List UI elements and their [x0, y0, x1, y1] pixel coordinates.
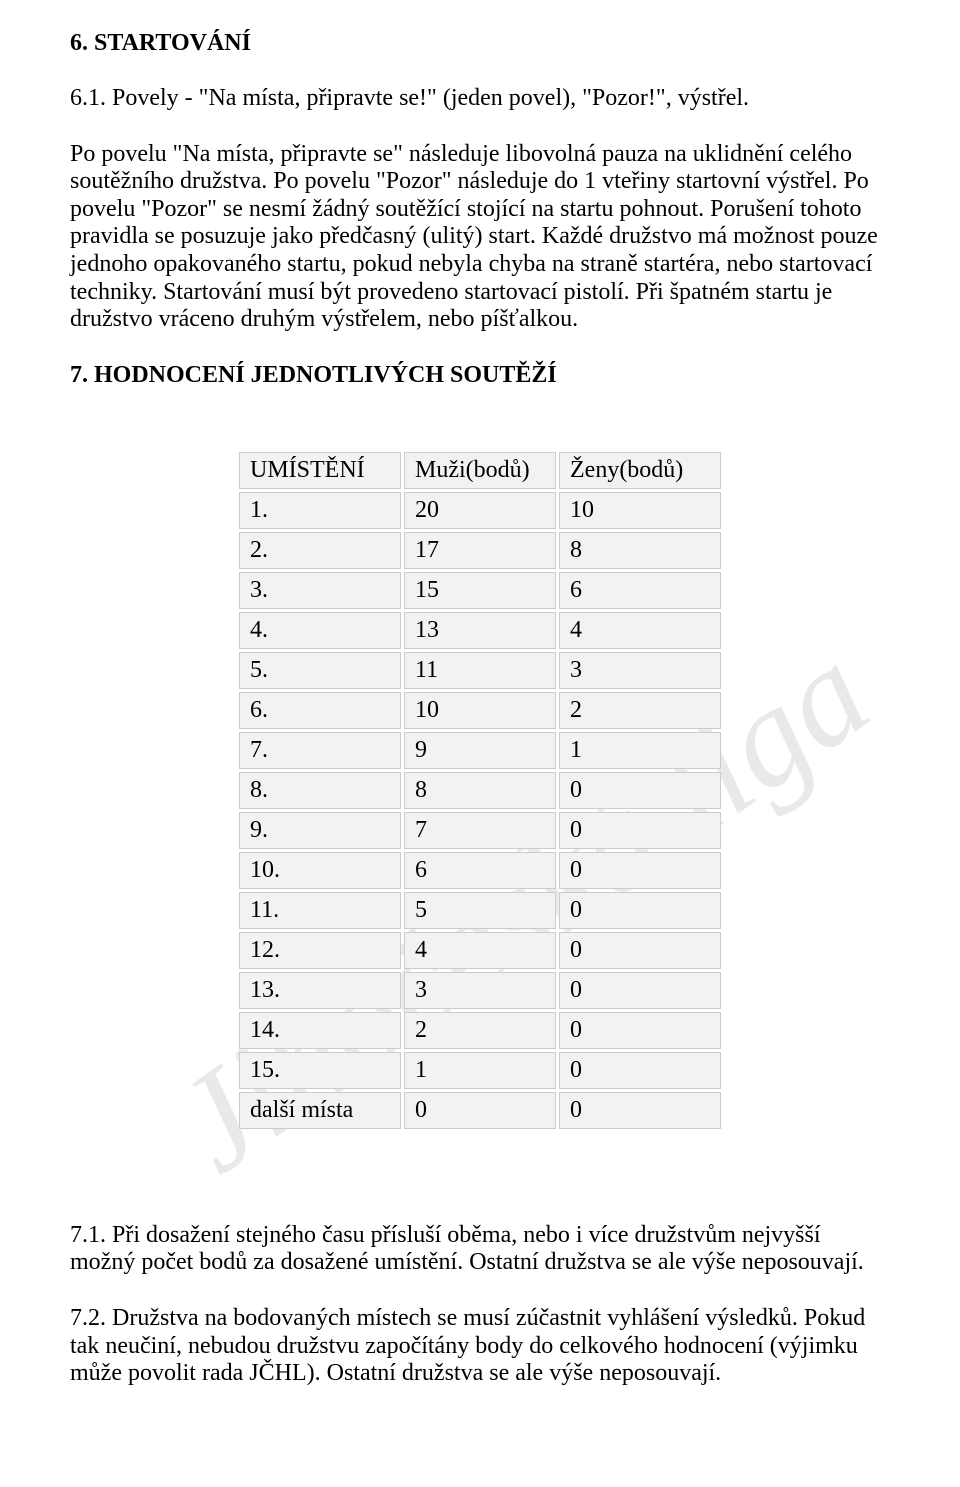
cell-men: 20 [404, 492, 556, 529]
cell-women: 0 [559, 1092, 721, 1129]
cell-position: 6. [239, 692, 401, 729]
cell-men: 6 [404, 852, 556, 889]
col-header-women: Ženy(bodů) [559, 452, 721, 489]
cell-position: 9. [239, 812, 401, 849]
table-row: 8.80 [239, 772, 721, 809]
cell-position: 1. [239, 492, 401, 529]
cell-women: 3 [559, 652, 721, 689]
table-row: 4.134 [239, 612, 721, 649]
cell-position: 15. [239, 1052, 401, 1089]
cell-men: 15 [404, 572, 556, 609]
cell-women: 0 [559, 812, 721, 849]
cell-position: další místa [239, 1092, 401, 1129]
scores-table-wrap: UMÍSTĚNÍ Muži(bodů) Ženy(bodů) 1.20102.1… [70, 449, 890, 1132]
table-row: další místa00 [239, 1092, 721, 1129]
cell-men: 9 [404, 732, 556, 769]
scores-table: UMÍSTĚNÍ Muži(bodů) Ženy(bodů) 1.20102.1… [236, 449, 724, 1132]
cell-position: 14. [239, 1012, 401, 1049]
cell-women: 0 [559, 932, 721, 969]
cell-women: 10 [559, 492, 721, 529]
cell-position: 4. [239, 612, 401, 649]
cell-men: 7 [404, 812, 556, 849]
table-row: 2.178 [239, 532, 721, 569]
table-row: 10.60 [239, 852, 721, 889]
table-row: 6.102 [239, 692, 721, 729]
cell-women: 4 [559, 612, 721, 649]
cell-men: 0 [404, 1092, 556, 1129]
cell-position: 8. [239, 772, 401, 809]
table-row: 12.40 [239, 932, 721, 969]
table-row: 7.91 [239, 732, 721, 769]
table-row: 1.2010 [239, 492, 721, 529]
cell-position: 5. [239, 652, 401, 689]
scores-table-body: 1.20102.1783.1564.1345.1136.1027.918.809… [239, 492, 721, 1129]
cell-men: 11 [404, 652, 556, 689]
cell-position: 2. [239, 532, 401, 569]
table-row: 11.50 [239, 892, 721, 929]
para-7-1: 7.1. Při dosažení stejného času přísluší… [70, 1222, 890, 1277]
content: 6. STARTOVÁNÍ 6.1. Povely - "Na místa, p… [70, 30, 890, 1388]
cell-men: 3 [404, 972, 556, 1009]
para-7-2: 7.2. Družstva na bodovaných místech se m… [70, 1305, 890, 1388]
cell-men: 8 [404, 772, 556, 809]
section7-heading: 7. HODNOCENÍ JEDNOTLIVÝCH SOUTĚŽÍ [70, 362, 890, 389]
cell-position: 10. [239, 852, 401, 889]
cell-women: 0 [559, 772, 721, 809]
cell-position: 12. [239, 932, 401, 969]
table-row: 15.10 [239, 1052, 721, 1089]
cell-position: 13. [239, 972, 401, 1009]
cell-position: 11. [239, 892, 401, 929]
cell-men: 10 [404, 692, 556, 729]
table-row: 13.30 [239, 972, 721, 1009]
page: Jihočeská liga 6. STARTOVÁNÍ 6.1. Povely… [0, 0, 960, 1487]
col-header-position: UMÍSTĚNÍ [239, 452, 401, 489]
cell-women: 6 [559, 572, 721, 609]
table-row: 14.20 [239, 1012, 721, 1049]
cell-men: 2 [404, 1012, 556, 1049]
cell-women: 0 [559, 892, 721, 929]
cell-women: 0 [559, 972, 721, 1009]
cell-women: 0 [559, 852, 721, 889]
cell-men: 13 [404, 612, 556, 649]
para-6-1: 6.1. Povely - "Na místa, připravte se!" … [70, 85, 890, 113]
table-row: 5.113 [239, 652, 721, 689]
cell-women: 2 [559, 692, 721, 729]
cell-women: 0 [559, 1012, 721, 1049]
cell-position: 7. [239, 732, 401, 769]
section6-heading: 6. STARTOVÁNÍ [70, 30, 890, 57]
table-header-row: UMÍSTĚNÍ Muži(bodů) Ženy(bodů) [239, 452, 721, 489]
cell-men: 4 [404, 932, 556, 969]
cell-men: 17 [404, 532, 556, 569]
cell-women: 1 [559, 732, 721, 769]
table-row: 9.70 [239, 812, 721, 849]
cell-men: 1 [404, 1052, 556, 1089]
cell-men: 5 [404, 892, 556, 929]
para-6-body: Po povelu "Na místa, připravte se" násle… [70, 141, 890, 334]
table-row: 3.156 [239, 572, 721, 609]
col-header-men: Muži(bodů) [404, 452, 556, 489]
cell-position: 3. [239, 572, 401, 609]
cell-women: 8 [559, 532, 721, 569]
cell-women: 0 [559, 1052, 721, 1089]
